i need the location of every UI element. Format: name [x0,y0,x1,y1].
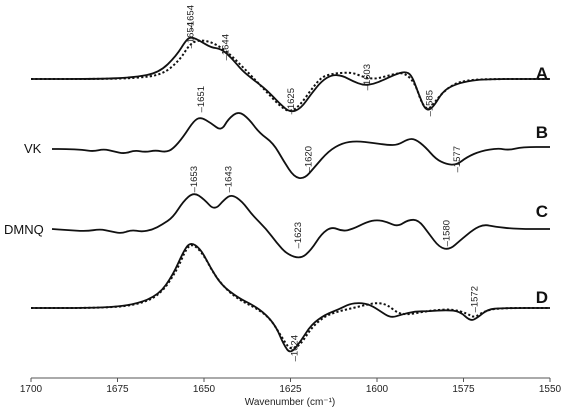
peak-label-c-1623: –1623 [293,222,304,248]
side-label-c: DMNQ [4,222,44,237]
x-tick-label-1700: 1700 [20,384,43,395]
x-tick-label-1650: 1650 [193,384,216,395]
peak-label-c-1580: –1580 [442,220,453,246]
peak-label-a-1654: –1654 [186,5,197,31]
x-tick-label-1675: 1675 [106,384,129,395]
trace-a: A –1654 –1644 –1625 –1603 –1585 [30,5,550,116]
peak-label-c-1653: –1653 [189,166,200,192]
side-label-b: VK [24,141,42,156]
trace-b: B VK –1651 –1620 –1577 [24,86,550,180]
peak-label-a-1644: –1644 [220,34,231,60]
trace-a-dotted-line [30,39,550,112]
trace-c-solid-line [51,193,550,259]
traces-group: A –1654 –1644 –1625 –1603 –1585 B VK –1651 –1620 –… [4,5,550,361]
trace-letter-d: D [536,288,548,307]
x-axis-ticks: 1700 1675 1650 1625 1600 1575 1550 [20,378,562,395]
x-tick-label-1600: 1600 [366,384,389,395]
peak-label-b-1651: –1651 [196,86,207,112]
x-axis-title: Wavenumber (cm⁻¹) [245,397,335,408]
x-axis: 1700 1675 1650 1625 1600 1575 1550 Wavenumber … [20,377,562,408]
peak-label-c-1643: –1643 [224,166,235,192]
x-tick-label-1550: 1550 [539,384,562,395]
trace-letter-c: C [536,202,548,221]
trace-letter-b: B [536,123,548,142]
peak-label-a-1585: –1585 [424,90,435,116]
trace-d: D –1654 –1624 –1572 [30,22,550,361]
trace-c: C DMNQ –1653 –1643 –1623 –1580 [4,166,550,259]
x-tick-label-1575: 1575 [452,384,475,395]
peak-label-d-1572: –1572 [469,286,480,312]
trace-b-solid-line [51,112,550,180]
peak-label-a-1625: –1625 [286,88,297,114]
peak-label-d-1624: –1624 [290,335,301,361]
x-tick-label-1625: 1625 [279,384,302,395]
peak-label-b-1577: –1577 [452,146,463,172]
peak-label-a-1603: –1603 [362,64,373,90]
trace-letter-a: A [536,64,548,83]
peak-label-b-1620: –1620 [303,146,314,172]
peak-label-d-1654: –1654 [186,22,197,48]
